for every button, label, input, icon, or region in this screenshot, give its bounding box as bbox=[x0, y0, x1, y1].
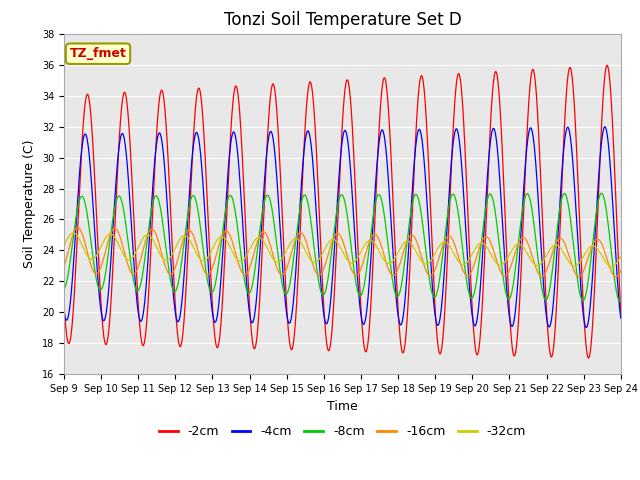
-2cm bbox=[617, 310, 625, 315]
-32cm bbox=[316, 254, 324, 260]
-2cm bbox=[601, 72, 609, 78]
-8cm bbox=[601, 198, 609, 204]
-2cm bbox=[88, 134, 96, 140]
-32cm bbox=[499, 261, 506, 267]
Text: TZ_fmet: TZ_fmet bbox=[70, 47, 127, 60]
-16cm bbox=[89, 267, 97, 273]
-32cm bbox=[89, 256, 97, 262]
-8cm bbox=[331, 223, 339, 228]
-32cm bbox=[617, 254, 625, 260]
-2cm bbox=[585, 355, 593, 361]
-8cm bbox=[316, 285, 324, 291]
-2cm bbox=[499, 151, 506, 156]
-2cm bbox=[60, 301, 68, 307]
Line: -8cm: -8cm bbox=[64, 193, 621, 301]
-16cm bbox=[617, 268, 625, 274]
-2cm bbox=[316, 227, 324, 232]
-32cm bbox=[601, 258, 609, 264]
Line: -4cm: -4cm bbox=[64, 127, 621, 327]
Title: Tonzi Soil Temperature Set D: Tonzi Soil Temperature Set D bbox=[223, 11, 461, 29]
-2cm bbox=[604, 62, 611, 68]
-16cm bbox=[74, 225, 81, 230]
-4cm bbox=[88, 193, 96, 199]
-16cm bbox=[612, 274, 620, 280]
-4cm bbox=[617, 315, 625, 321]
-4cm bbox=[60, 309, 68, 314]
Line: -32cm: -32cm bbox=[64, 233, 621, 266]
-8cm bbox=[601, 199, 609, 205]
-8cm bbox=[598, 191, 605, 196]
-8cm bbox=[617, 298, 625, 304]
-4cm bbox=[601, 124, 609, 130]
-32cm bbox=[608, 264, 616, 269]
X-axis label: Time: Time bbox=[327, 400, 358, 413]
-4cm bbox=[582, 324, 590, 330]
Line: -2cm: -2cm bbox=[64, 65, 621, 358]
-4cm bbox=[331, 240, 339, 246]
-32cm bbox=[69, 230, 77, 236]
-4cm bbox=[499, 219, 506, 225]
-8cm bbox=[616, 299, 624, 304]
-16cm bbox=[601, 249, 609, 254]
-16cm bbox=[316, 272, 324, 277]
-16cm bbox=[499, 272, 506, 278]
-8cm bbox=[88, 251, 96, 256]
-4cm bbox=[602, 124, 609, 130]
Legend: -2cm, -4cm, -8cm, -16cm, -32cm: -2cm, -4cm, -8cm, -16cm, -32cm bbox=[154, 420, 531, 443]
-32cm bbox=[60, 243, 68, 249]
-4cm bbox=[601, 124, 609, 130]
-16cm bbox=[331, 232, 339, 238]
-32cm bbox=[331, 237, 339, 243]
-8cm bbox=[60, 286, 68, 292]
-2cm bbox=[331, 283, 339, 288]
-16cm bbox=[60, 264, 68, 269]
-8cm bbox=[499, 269, 506, 275]
Line: -16cm: -16cm bbox=[64, 228, 621, 277]
-16cm bbox=[601, 250, 609, 255]
-32cm bbox=[601, 257, 609, 263]
Y-axis label: Soil Temperature (C): Soil Temperature (C) bbox=[23, 140, 36, 268]
-2cm bbox=[601, 75, 609, 81]
-4cm bbox=[316, 269, 324, 275]
